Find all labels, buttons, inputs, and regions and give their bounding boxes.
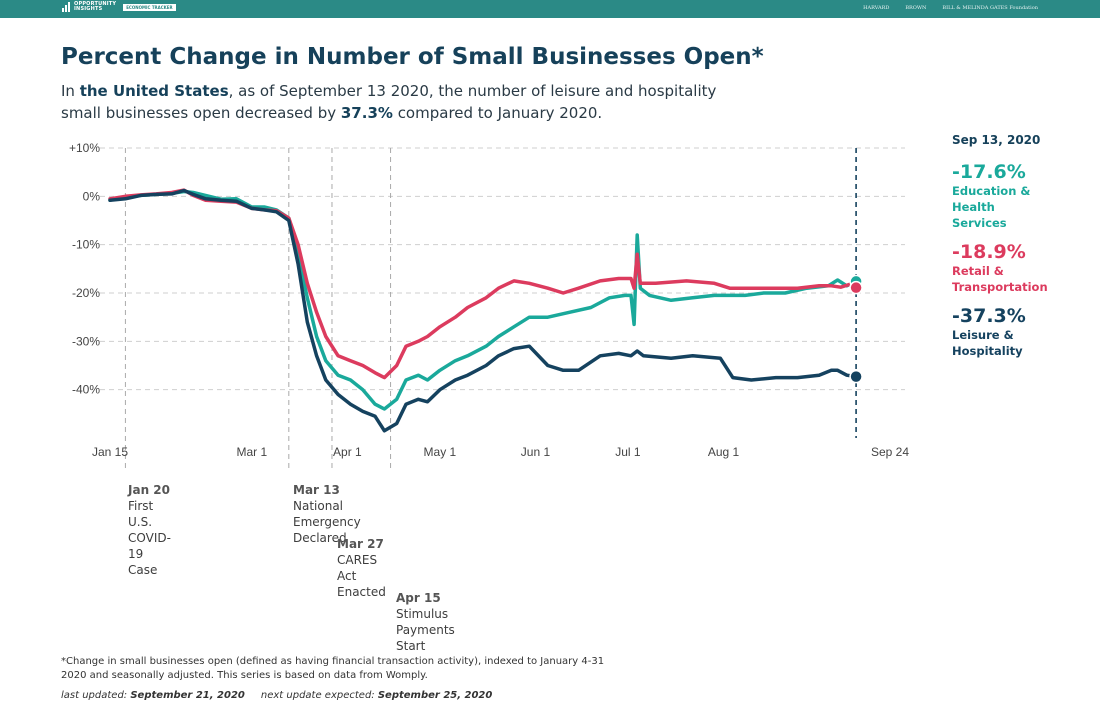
- latest-date: Sep 13, 2020: [952, 133, 1041, 147]
- x-tick-label: May 1: [424, 445, 457, 459]
- subtitle-value: 37.3%: [340, 104, 393, 122]
- y-tick-label: -40%: [72, 383, 100, 397]
- next-update-label: next update expected:: [260, 690, 378, 701]
- series-line: [108, 188, 858, 433]
- x-tick-label: Apr 1: [333, 445, 362, 459]
- series-label: Leisure & Hospitality: [952, 328, 1023, 358]
- brand-tag: ECONOMIC TRACKER: [123, 3, 176, 11]
- series-end-point: [849, 369, 863, 384]
- footnote: *Change in small businesses open (define…: [61, 656, 605, 681]
- event-text: Stimulus Payments: [396, 607, 455, 637]
- series-label: Education & Health Services: [952, 184, 1031, 230]
- update-info: last updated: September 21, 2020 next upd…: [61, 690, 492, 701]
- event-text: Start: [396, 639, 426, 653]
- brand-logo-icon: [62, 2, 70, 12]
- latest-value: -37.3%: [952, 305, 1026, 327]
- event-cares-act: Mar 27 CARES Act Enacted: [337, 536, 386, 600]
- y-tick-label: -10%: [72, 238, 100, 252]
- chart-series: [108, 188, 863, 433]
- partner-logos: HARVARD BROWN BILL & MELINDA GATES Found…: [863, 5, 1038, 11]
- event-text: First U.S. COVID-19 Case: [128, 499, 171, 577]
- last-updated-label: last updated:: [61, 690, 131, 701]
- x-tick-label: Aug 1: [708, 445, 740, 459]
- harvard-logo[interactable]: HARVARD: [863, 5, 890, 11]
- latest-education-health[interactable]: -17.6% Education & Health Services: [952, 161, 1092, 231]
- subtitle-text: , as of September 13 2020, the number of…: [61, 82, 717, 122]
- event-national-emergency: Mar 13 National Emergency Declared: [293, 482, 361, 546]
- latest-leisure-hospitality[interactable]: -37.3% Leisure & Hospitality: [952, 305, 1092, 359]
- latest-value: -18.9%: [952, 241, 1026, 263]
- x-tick-label: Jan 15: [92, 445, 128, 459]
- brand[interactable]: OPPORTUNITY INSIGHTS ECONOMIC TRACKER: [62, 2, 176, 12]
- x-tick-label: Mar 1: [236, 445, 267, 459]
- brand-name: OPPORTUNITY INSIGHTS: [74, 1, 117, 12]
- subtitle: In the United States, as of September 13…: [61, 80, 721, 124]
- series-end-point: [849, 280, 863, 295]
- latest-value: -17.6%: [952, 161, 1026, 183]
- event-text: CARES Act Enacted: [337, 553, 386, 599]
- gates-foundation-logo[interactable]: BILL & MELINDA GATES Foundation: [942, 5, 1038, 11]
- subtitle-text: compared to January 2020.: [392, 104, 603, 122]
- event-text: National Emergency: [293, 499, 361, 529]
- latest-retail-transportation[interactable]: -18.9% Retail & Transportation: [952, 241, 1092, 295]
- event-text: Declared: [293, 531, 347, 545]
- x-axis-ticks: Jan 15 Mar 1 Apr 1 May 1 Jun 1 Jul 1 Aug 1 Sep …: [92, 445, 909, 459]
- x-tick-label: Jun 1: [521, 445, 551, 459]
- event-date: Mar 27: [337, 537, 384, 551]
- next-update-date: September 25, 2020: [377, 690, 493, 701]
- y-axis-ticks: +10% 0% -10% -20% -30% -40%: [69, 141, 100, 397]
- last-updated-date: September 21, 2020: [130, 690, 245, 701]
- latest-values-panel: Sep 13, 2020 -17.6% Education & Health S…: [952, 133, 1092, 369]
- subtitle-location[interactable]: the United States: [79, 82, 229, 100]
- line-chart[interactable]: +10% 0% -10% -20% -30% -40% Jan 15 Mar 1 Apr 1 M…: [0, 0, 1100, 480]
- x-tick-label: Sep 24: [871, 445, 909, 459]
- event-date: Jan 20: [128, 483, 170, 497]
- x-tick-label: Jul 1: [615, 445, 641, 459]
- y-tick-label: -20%: [72, 286, 100, 300]
- event-first-case: Jan 20 First U.S. COVID-19 Case: [128, 482, 171, 578]
- y-tick-label: -30%: [72, 334, 100, 348]
- y-tick-label: 0%: [83, 189, 101, 203]
- event-date: Mar 13: [293, 483, 340, 497]
- event-date: Apr 15: [396, 591, 441, 605]
- subtitle-text: In: [61, 82, 80, 100]
- page-title: Percent Change in Number of Small Busine…: [61, 44, 764, 70]
- brown-logo[interactable]: BROWN: [905, 5, 927, 11]
- top-bar: OPPORTUNITY INSIGHTS ECONOMIC TRACKER HA…: [0, 0, 1100, 18]
- series-label: Retail & Transportation: [952, 264, 1048, 294]
- y-tick-label: +10%: [69, 141, 100, 155]
- series-line: [108, 189, 858, 411]
- event-stimulus: Apr 15 Stimulus Payments Start: [396, 590, 455, 654]
